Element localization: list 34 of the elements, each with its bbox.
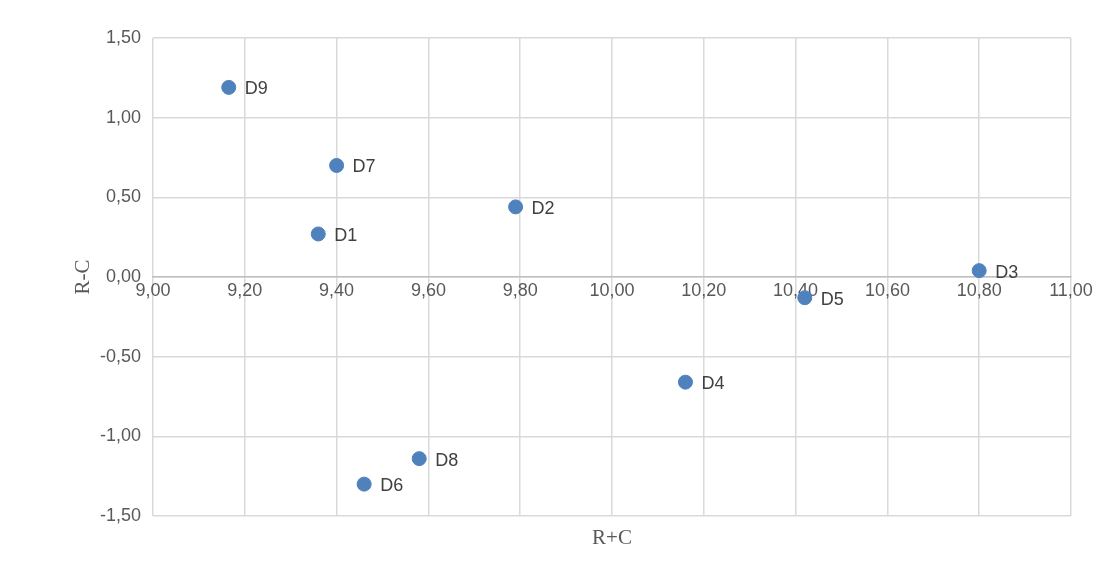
x-tick-label: 11,00 (1049, 279, 1093, 300)
x-tick-label: 10,60 (864, 279, 910, 300)
x-tick-label: 10,80 (956, 279, 1002, 300)
x-tick-label: 9,40 (319, 279, 355, 300)
x-tick-label: 9,20 (227, 279, 263, 300)
y-tick-label: 1,00 (105, 106, 141, 127)
point (677, 374, 693, 390)
data-label: D2 (531, 197, 555, 218)
point (310, 226, 326, 242)
point (508, 199, 524, 215)
data-label: D6 (380, 475, 404, 496)
y-tick-label: -0,50 (99, 345, 141, 366)
point (971, 263, 987, 279)
point (329, 157, 345, 173)
y-tick-label: 1,50 (105, 26, 141, 47)
point (411, 451, 427, 467)
y-tick-label: 0,50 (105, 186, 141, 207)
data-label: D8 (435, 449, 459, 470)
data-label: D5 (820, 288, 844, 309)
data-label: D4 (701, 373, 725, 394)
y-tick-label: -1,50 (99, 504, 141, 525)
x-tick-label: 9,80 (502, 279, 538, 300)
data-label: D1 (334, 224, 358, 245)
point (356, 476, 372, 492)
y-tick-label: -1,00 (99, 425, 141, 446)
data-label: D7 (352, 156, 376, 177)
data-label: D9 (244, 78, 268, 99)
y-axis-title: R-C (69, 259, 94, 295)
x-tick-label: 9,60 (410, 279, 446, 300)
point (221, 79, 237, 95)
x-tick-label: 10,00 (589, 279, 635, 300)
x-tick-label: 10,20 (681, 279, 727, 300)
data-label: D3 (995, 261, 1019, 282)
x-axis-title: R+C (592, 524, 632, 549)
